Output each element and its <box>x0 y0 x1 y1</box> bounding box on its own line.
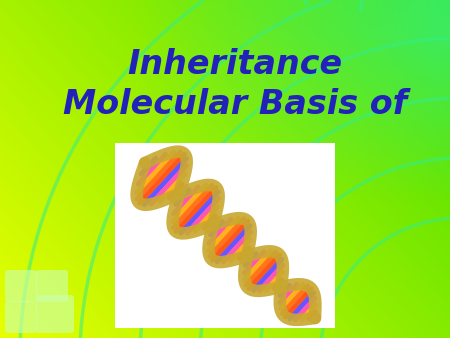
FancyBboxPatch shape <box>5 270 37 302</box>
Bar <box>115 143 335 328</box>
Text: Molecular Basis of: Molecular Basis of <box>63 89 407 121</box>
FancyBboxPatch shape <box>36 270 68 302</box>
FancyBboxPatch shape <box>5 301 37 333</box>
Text: Inheritance: Inheritance <box>127 48 342 81</box>
FancyBboxPatch shape <box>36 295 74 333</box>
